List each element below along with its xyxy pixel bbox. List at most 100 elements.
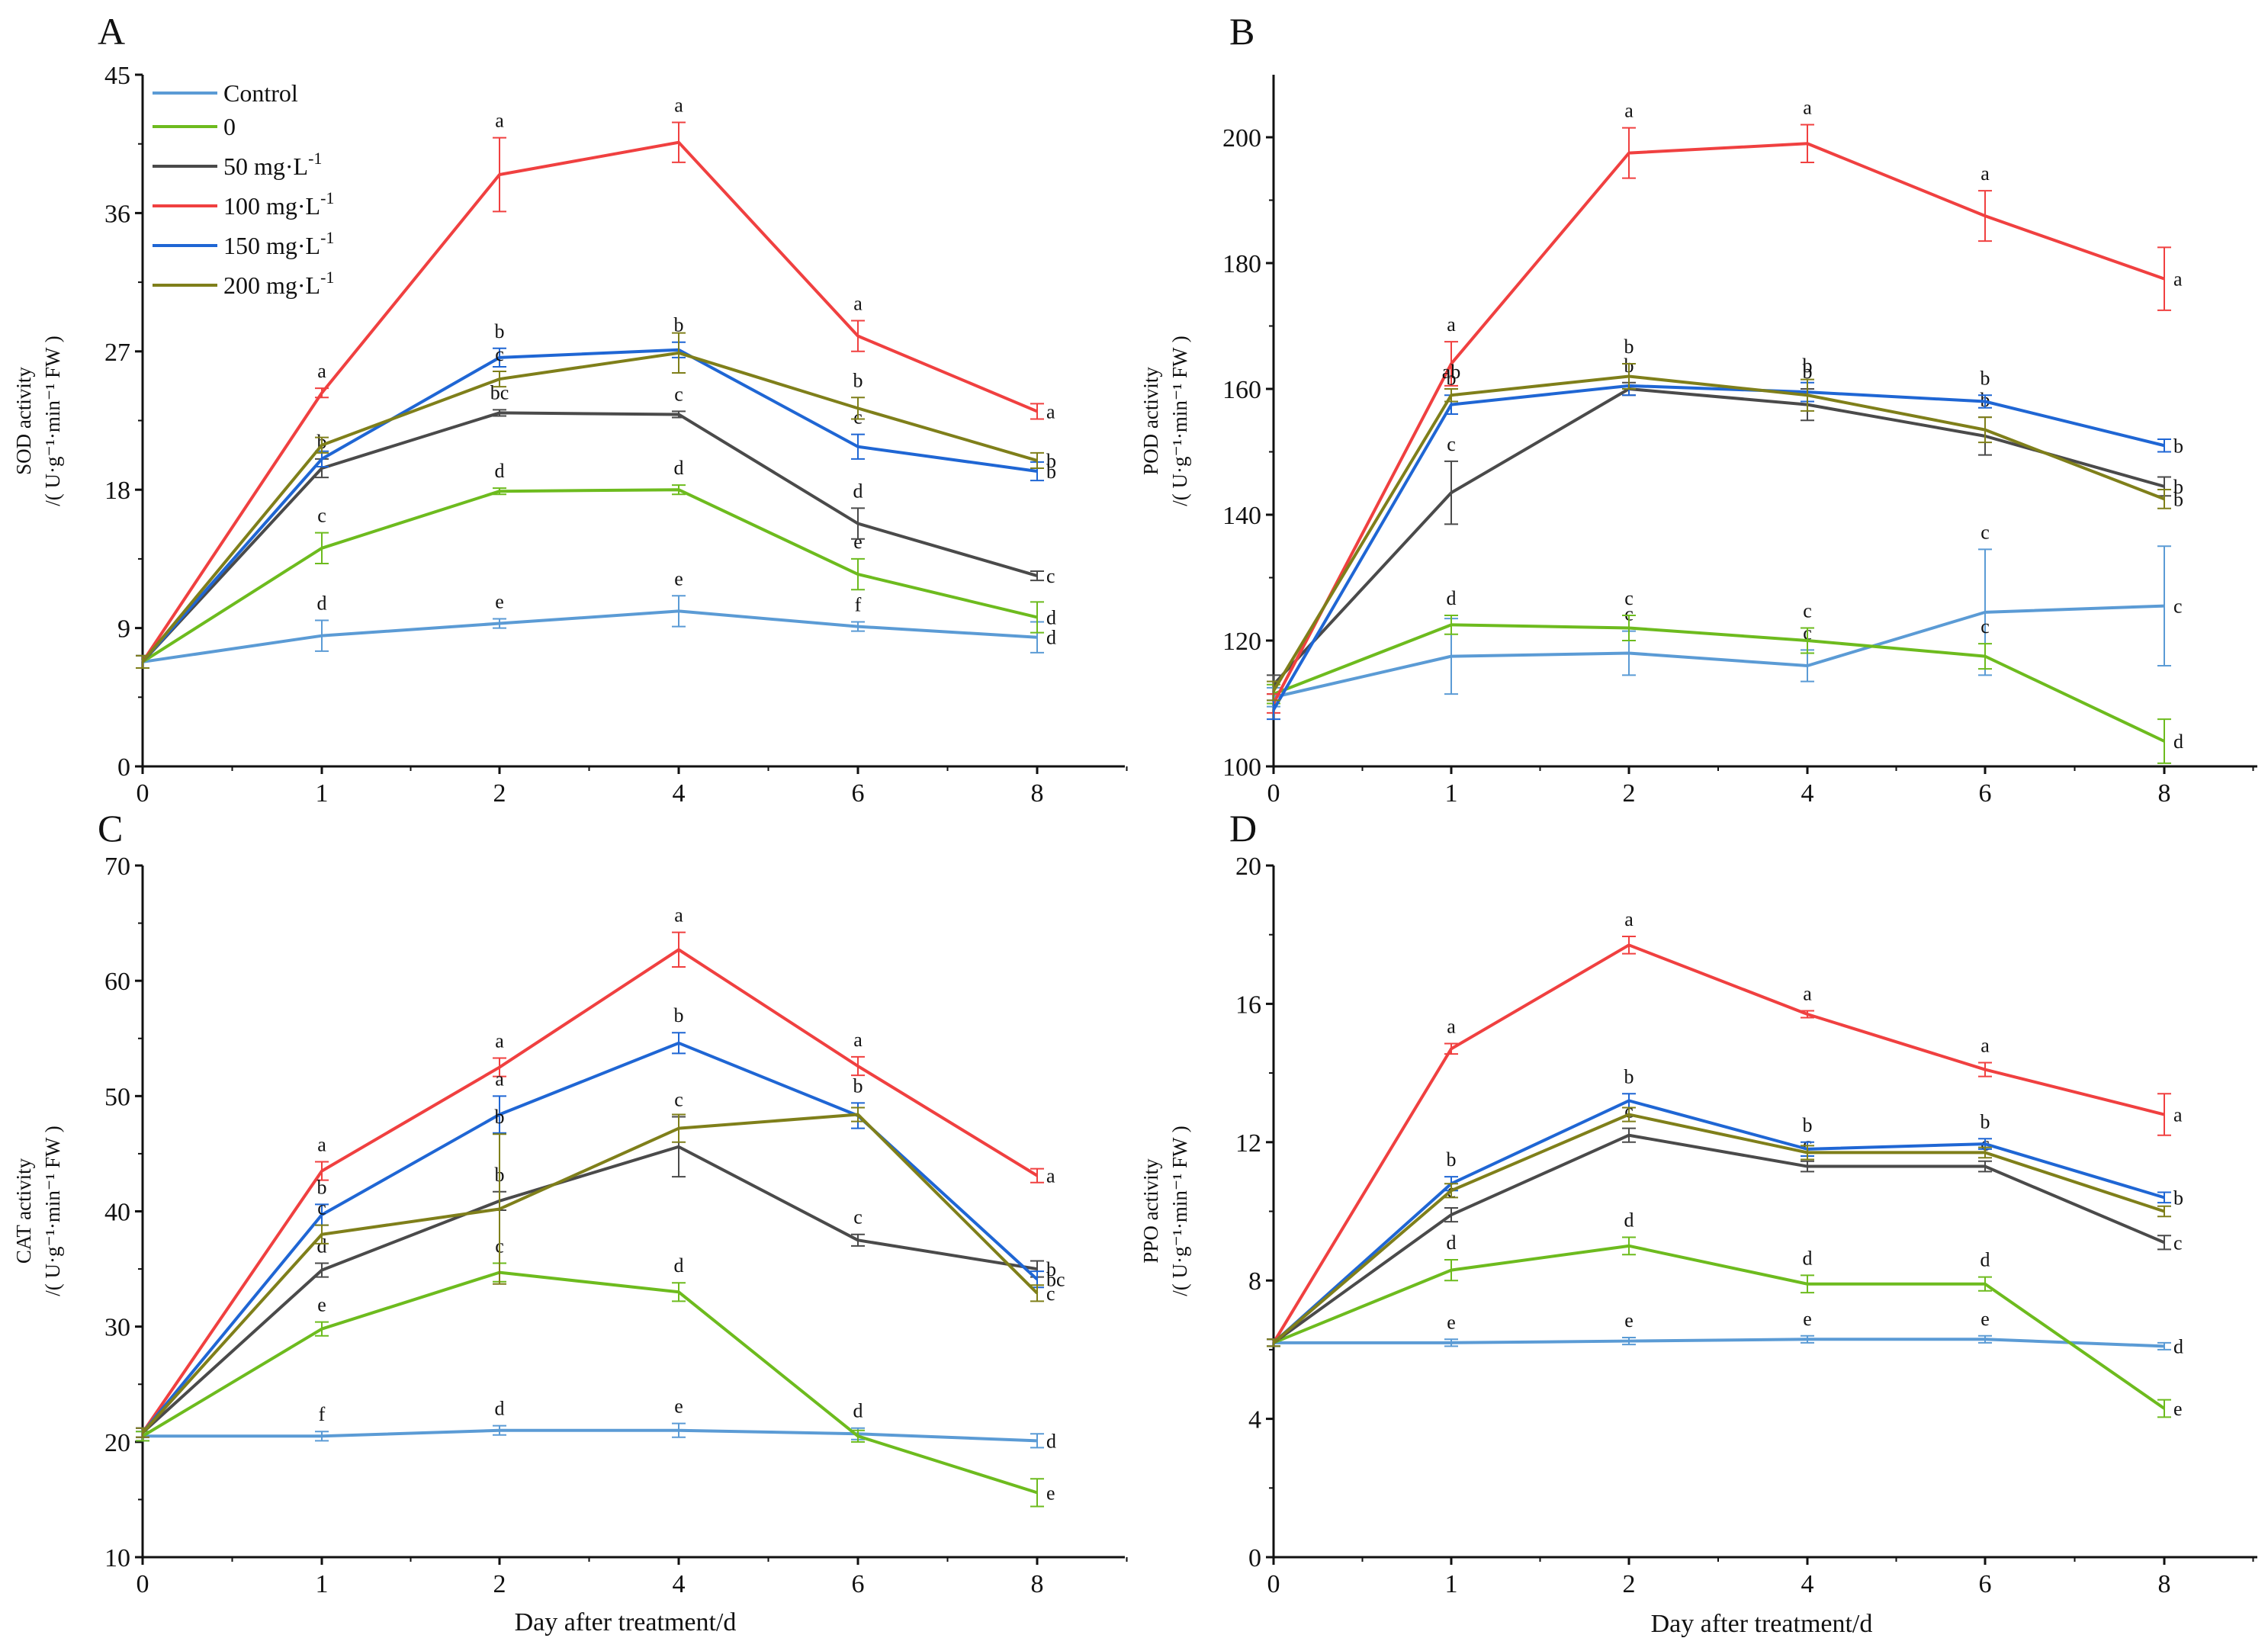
y-tick-label: 0: [1248, 1544, 1261, 1572]
x-tick-label: 0: [1267, 1570, 1280, 1598]
significance-letter: b: [1803, 1114, 1813, 1136]
significance-letter: c: [1046, 1283, 1055, 1305]
significance-letter: a: [495, 110, 504, 132]
significance-letter: b: [1046, 450, 1056, 472]
significance-letter: a: [1980, 1034, 1990, 1056]
series-line: [1273, 1244, 2166, 1410]
significance-letter: a: [853, 1029, 863, 1051]
x-tick-label: 8: [1031, 1570, 1044, 1598]
series-line: [141, 948, 1039, 1434]
series-line: [1272, 387, 2165, 686]
series-line: [141, 1145, 1038, 1434]
x-tick-label: 8: [2158, 779, 2171, 808]
y-tick-label: 120: [1222, 628, 1261, 656]
legend-label-50: 50 mg·L-1: [223, 149, 322, 180]
y-tick-label: 100: [1222, 753, 1261, 782]
y-tick-label: 36: [104, 200, 130, 228]
significance-letter: b: [1803, 355, 1813, 377]
x-tick-label: 4: [673, 1570, 686, 1598]
significance-letter: b: [1803, 361, 1813, 383]
series-line: [141, 351, 1038, 663]
significance-letter: b: [495, 320, 505, 342]
significance-letter: d: [1046, 627, 1056, 649]
y-tick-label: 45: [104, 62, 130, 90]
significance-letter: f: [319, 1403, 326, 1425]
series-line: [1272, 142, 2165, 705]
significance-letter: d: [853, 480, 863, 502]
significance-letter: a: [2173, 268, 2183, 291]
significance-letter: b: [1046, 461, 1056, 483]
significance-letter: a: [1447, 313, 1456, 336]
significance-letter: a: [495, 1068, 504, 1090]
significance-letter: b: [2173, 488, 2183, 510]
significance-letter: c: [1624, 603, 1634, 625]
significance-letter: b: [2173, 1187, 2183, 1209]
significance-letter: a: [495, 1029, 504, 1052]
significance-letter: c: [853, 1206, 863, 1228]
significance-letter: d: [317, 593, 327, 615]
significance-letter: f: [855, 594, 862, 616]
series-line: [142, 609, 1038, 663]
series-line: [1273, 604, 2165, 699]
series-line: [1272, 1113, 2165, 1344]
significance-letter: b: [1046, 1258, 1056, 1280]
panel-label: C: [98, 807, 123, 850]
x-tick-label: 8: [1031, 779, 1044, 808]
significance-letter: d: [1803, 1247, 1813, 1269]
significance-letter: e: [495, 591, 504, 613]
x-tick-label: 0: [137, 1570, 149, 1598]
significance-letter: b: [1624, 336, 1634, 358]
significance-letter: b: [853, 1074, 863, 1097]
y-tick-label: 9: [117, 615, 130, 644]
significance-letter: d: [1046, 606, 1056, 628]
significance-letter: b: [853, 369, 863, 391]
y-tick-label: 70: [104, 853, 130, 881]
x-tick-label: 2: [493, 1570, 506, 1598]
y-tick-label: 30: [104, 1314, 130, 1342]
series-line: [1272, 374, 2165, 692]
significance-letter: b: [317, 1176, 327, 1198]
y-tick-label: 160: [1222, 376, 1261, 404]
significance-letter: e: [853, 531, 863, 553]
x-tick-label: 1: [1445, 1570, 1458, 1598]
significance-letter: e: [2173, 1398, 2183, 1420]
legend-label-200: 200 mg·L-1: [223, 268, 334, 299]
significance-letter: b: [1980, 367, 1990, 389]
significance-letter: c: [1980, 615, 1990, 638]
y-axis-title: PPO activity: [1139, 1158, 1162, 1264]
y-tick-label: 12: [1235, 1129, 1261, 1158]
y-tick-label: 18: [104, 477, 130, 505]
y-tick-label: 8: [1248, 1267, 1261, 1296]
y-tick-label: 20: [104, 1429, 130, 1457]
series-line: [141, 140, 1038, 663]
y-tick-label: 20: [1235, 853, 1261, 881]
series-line: [141, 1270, 1038, 1495]
legend: Control 0 50 mg·L-1 100 mg·L-1 150 mg·L-…: [153, 79, 334, 299]
significance-letter: e: [1447, 1311, 1456, 1333]
legend-label-100: 100 mg·L-1: [223, 188, 334, 220]
significance-letter: e: [674, 567, 683, 589]
significance-letter: a: [1624, 100, 1634, 122]
significance-letter: a: [1046, 1165, 1055, 1187]
x-tick-label: 2: [1623, 779, 1636, 808]
significance-letter: d: [674, 1254, 684, 1277]
y-tick-label: 60: [104, 968, 130, 996]
legend-label-control: Control: [223, 79, 298, 107]
significance-letter: e: [1046, 1482, 1055, 1504]
significance-letter: a: [1803, 982, 1812, 1004]
significance-letter: c: [1447, 433, 1456, 455]
significance-letter: d: [1046, 1430, 1056, 1452]
significance-letter: c: [1624, 587, 1634, 609]
series-line: [141, 411, 1038, 663]
significance-letter: bc: [1046, 1269, 1065, 1291]
significance-letter: c: [1980, 521, 1990, 543]
significance-letter: e: [1803, 1308, 1812, 1330]
significance-letter: a: [674, 904, 683, 927]
series-line: [141, 1113, 1039, 1434]
significance-letter: d: [1447, 587, 1457, 609]
significance-letter: a: [853, 292, 863, 314]
significance-letter: d: [2173, 1335, 2183, 1357]
